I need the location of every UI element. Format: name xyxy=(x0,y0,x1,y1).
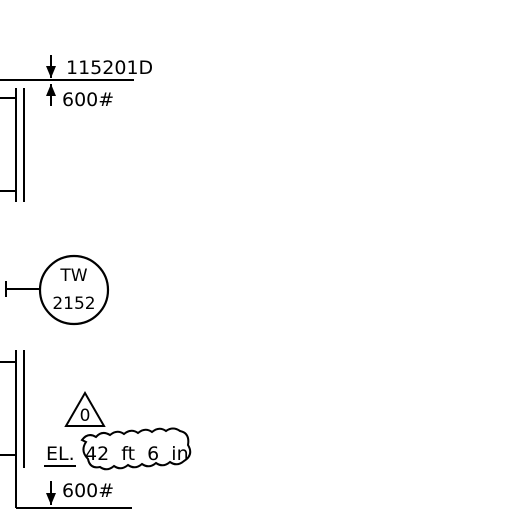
revision-triangle-icon: 0 xyxy=(64,390,106,427)
lower-vessel-outline xyxy=(0,350,25,468)
spec-top-label: 115201D xyxy=(66,57,153,79)
instrument-bubble: TW 2152 xyxy=(38,254,110,326)
revision-cloud xyxy=(80,427,192,471)
bottom-arrow-down-icon xyxy=(46,481,56,505)
elevation-prefix: EL. xyxy=(46,443,75,465)
rating-arrow-up-icon xyxy=(46,84,56,106)
elevation-value: 42 ft 6 in xyxy=(85,443,189,465)
rating-bottom-label: 600# xyxy=(62,480,114,502)
instrument-connection xyxy=(5,281,40,297)
spec-arrow-down-icon xyxy=(46,55,56,78)
upper-vessel-outline xyxy=(0,88,25,202)
instrument-function-label: TW xyxy=(59,266,87,286)
revision-label: 0 xyxy=(80,406,91,426)
instrument-number-label: 2152 xyxy=(52,294,95,314)
rating-top-label: 600# xyxy=(62,89,114,111)
